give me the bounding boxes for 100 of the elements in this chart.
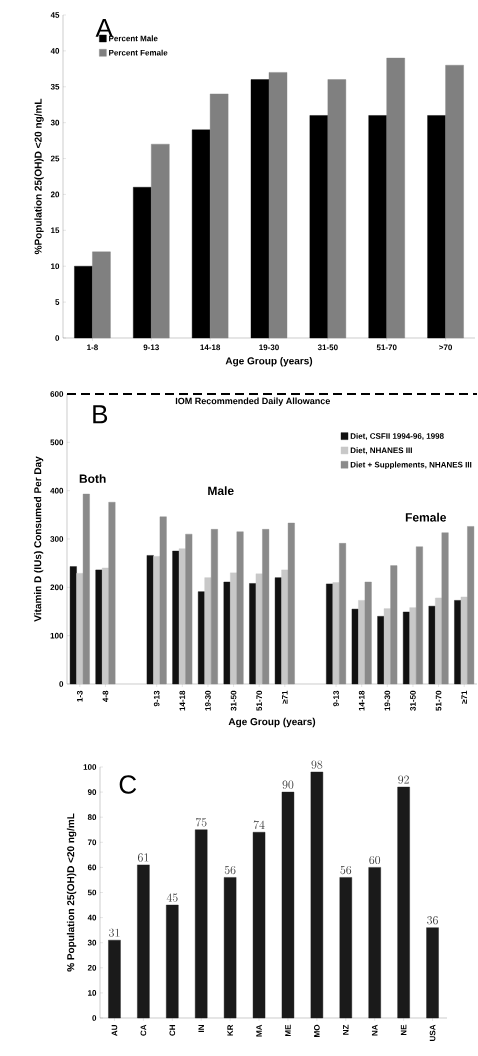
data-label: 75 <box>195 818 207 827</box>
data-label: 60 <box>369 855 381 865</box>
y-tick-label: 100 <box>50 632 64 639</box>
bar <box>250 79 270 339</box>
bar <box>426 927 439 1019</box>
bar <box>69 566 77 685</box>
x-axis-title: Age Group (years) <box>228 717 316 728</box>
x-tick-label: ≥71 <box>282 690 288 704</box>
x-tick-label: 9-13 <box>143 344 159 351</box>
y-tick-label: 40 <box>50 48 60 54</box>
bar <box>383 608 391 685</box>
annotation: Female <box>405 512 446 522</box>
y-axis-title: Vitamin D (IUs) Consumed Per Day <box>33 456 44 622</box>
x-tick-label: 19-30 <box>384 690 391 711</box>
y-tick-label: 50 <box>87 889 97 896</box>
y-tick-label: 45 <box>50 12 60 18</box>
x-tick-label: 4-8 <box>102 690 109 702</box>
bar <box>274 577 282 685</box>
bar <box>133 187 152 339</box>
data-label: 74 <box>253 820 265 829</box>
y-tick-label: 60 <box>87 864 97 871</box>
bar <box>281 791 295 1019</box>
legend-label: Diet, NHANES III <box>350 447 412 455</box>
bar <box>146 555 154 685</box>
data-label: 90 <box>282 780 294 789</box>
x-tick-label: 31-50 <box>230 690 237 711</box>
chart-title: C <box>119 775 137 794</box>
bar <box>332 582 340 685</box>
chart-title: B <box>93 405 108 424</box>
bar <box>397 786 410 1019</box>
legend-label: Diet, CSFII 1994-96, 1998 <box>350 432 444 441</box>
annotation: Both <box>79 474 106 483</box>
data-label: 56 <box>340 865 352 875</box>
x-tick-label: 19-30 <box>205 690 211 711</box>
x-axis-title: Age Group (years) <box>225 357 313 367</box>
y-axis-title: %Population 25(OH)D <20 ng/mL <box>34 98 44 255</box>
y-tick-label: 35 <box>50 83 60 90</box>
bar <box>460 596 468 685</box>
y-tick-label: 20 <box>50 191 60 198</box>
bar <box>252 832 266 1019</box>
x-tick-label: MO <box>314 1024 320 1037</box>
x-tick-label: 14-18 <box>358 690 365 711</box>
y-tick-label: 30 <box>87 939 97 946</box>
y-tick-label: 80 <box>87 814 97 821</box>
y-tick-label: 90 <box>87 789 97 795</box>
bar <box>137 864 150 1019</box>
data-label: 36 <box>427 916 438 925</box>
data-label: 61 <box>137 853 149 862</box>
data-label: 45 <box>166 893 178 902</box>
x-tick-label: 9-13 <box>153 690 160 707</box>
y-tick-label: 0 <box>59 681 64 687</box>
legend-label: Percent Female <box>109 49 168 56</box>
x-tick-label: 31-50 <box>410 690 416 711</box>
ref-line-label: IOM Recommended Daily Allowance <box>175 397 330 406</box>
x-tick-label: AU <box>111 1025 118 1036</box>
y-tick-label: 25 <box>50 155 60 162</box>
bar <box>204 577 212 685</box>
y-tick-label: 100 <box>83 764 97 770</box>
x-tick-label: 14-18 <box>200 344 221 351</box>
y-tick-label: 40 <box>87 914 97 921</box>
x-tick-label: >70 <box>439 344 452 351</box>
y-tick-label: 400 <box>50 487 64 494</box>
bar <box>368 867 381 1019</box>
x-tick-label: 14-18 <box>179 690 186 711</box>
x-tick-label: 1-8 <box>87 344 98 351</box>
bar <box>191 129 211 339</box>
x-tick-label: USA <box>429 1024 436 1041</box>
y-axis-title: % Population 25(OH)D <20 ng/mL <box>66 813 77 972</box>
x-tick-label: 51-70 <box>256 690 262 711</box>
y-tick-label: 0 <box>92 1015 97 1021</box>
bar <box>409 607 417 685</box>
x-tick-label: MA <box>256 1024 262 1037</box>
data-label: 92 <box>398 775 409 784</box>
x-tick-label: NE <box>400 1024 407 1036</box>
y-tick-label: 600 <box>50 391 64 397</box>
x-tick-label: NA <box>371 1024 378 1036</box>
y-tick-label: 30 <box>50 119 60 126</box>
x-tick-label: KR <box>227 1024 233 1036</box>
x-tick-label: 1-3 <box>76 690 83 702</box>
y-tick-label: 20 <box>87 964 97 971</box>
bar <box>166 904 179 1019</box>
bar <box>178 548 186 685</box>
bar <box>310 771 324 1019</box>
y-tick-label: 10 <box>51 263 60 270</box>
x-tick-label: ≥71 <box>461 690 467 704</box>
x-tick-label: ME <box>285 1024 291 1036</box>
bar <box>339 877 352 1019</box>
x-tick-label: 51-70 <box>376 344 397 351</box>
y-tick-label: 5 <box>55 299 60 305</box>
data-label: 56 <box>224 865 236 875</box>
x-tick-label: 31-50 <box>317 344 338 351</box>
x-tick-label: 19-30 <box>259 344 279 351</box>
y-tick-label: 300 <box>50 536 64 542</box>
bar <box>95 569 103 685</box>
x-tick-label: IN <box>198 1025 204 1032</box>
bar <box>74 266 93 339</box>
x-tick-label: 9-13 <box>333 690 339 707</box>
bar <box>255 573 263 685</box>
y-tick-label: 10 <box>88 990 97 996</box>
chart-title: A <box>95 18 113 37</box>
